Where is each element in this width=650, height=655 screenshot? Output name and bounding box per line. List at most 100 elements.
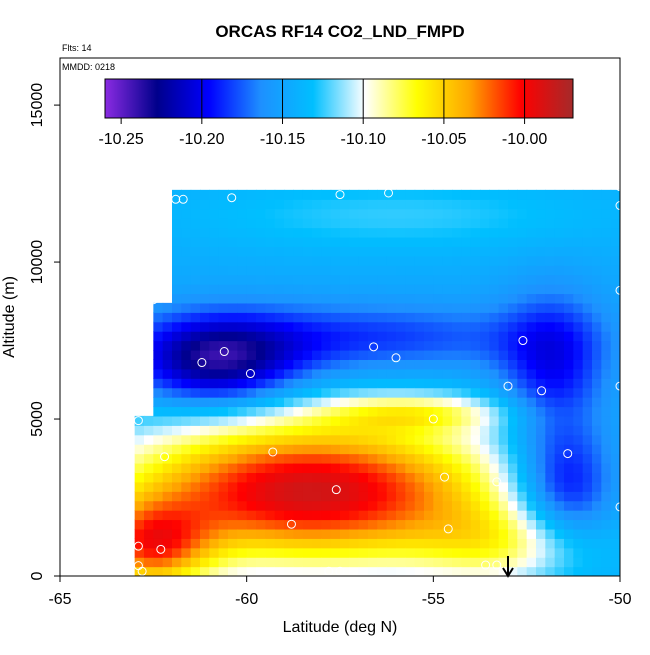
heatmap-cell bbox=[470, 462, 481, 473]
heatmap-cell bbox=[302, 284, 313, 295]
heatmap-cell bbox=[312, 189, 322, 200]
heatmap-cell bbox=[610, 236, 620, 247]
heatmap-cell bbox=[461, 557, 472, 568]
heatmap-cell bbox=[200, 500, 210, 511]
heatmap-cell bbox=[246, 434, 257, 445]
heatmap-cell bbox=[582, 265, 593, 276]
heatmap-cell bbox=[358, 462, 369, 473]
heatmap-cell bbox=[582, 189, 593, 200]
heatmap-cell bbox=[349, 378, 360, 389]
heatmap-cell bbox=[284, 321, 294, 332]
heatmap-cell bbox=[358, 284, 369, 295]
heatmap-cell bbox=[358, 255, 369, 266]
heatmap-cell bbox=[340, 274, 350, 285]
heatmap-cell bbox=[293, 218, 304, 229]
heatmap-cell bbox=[256, 218, 266, 229]
sample-point bbox=[615, 201, 620, 211]
heatmap-cell bbox=[200, 331, 210, 342]
heatmap-cell bbox=[358, 481, 369, 492]
heatmap-cell bbox=[424, 566, 434, 576]
heatmap-cell bbox=[153, 462, 164, 473]
heatmap-cell bbox=[480, 218, 490, 229]
heatmap-cell bbox=[330, 557, 341, 568]
heatmap-cell bbox=[284, 415, 294, 426]
heatmap-cell bbox=[256, 199, 266, 210]
heatmap-cell bbox=[162, 378, 173, 389]
heatmap-cell bbox=[293, 434, 304, 445]
heatmap-cell bbox=[153, 519, 164, 530]
heatmap-cell bbox=[396, 208, 406, 219]
heatmap-cell bbox=[377, 331, 388, 342]
heatmap-cell bbox=[405, 481, 416, 492]
heatmap-cell bbox=[442, 218, 453, 229]
heatmap-cell bbox=[386, 199, 397, 210]
heatmap-cell bbox=[386, 331, 397, 342]
heatmap-cell bbox=[228, 265, 238, 276]
heatmap-cell bbox=[293, 528, 304, 539]
heatmap-cell bbox=[564, 453, 574, 464]
heatmap-cell bbox=[601, 481, 612, 492]
heatmap-cell bbox=[386, 246, 397, 257]
heatmap-cell bbox=[237, 368, 248, 379]
sample-point bbox=[148, 295, 158, 305]
heatmap-cell bbox=[601, 218, 612, 229]
heatmap-cell bbox=[284, 481, 294, 492]
heatmap-cell bbox=[172, 510, 182, 521]
heatmap-cell bbox=[554, 312, 565, 323]
heatmap-cell bbox=[302, 528, 313, 539]
heatmap-cell bbox=[265, 406, 276, 417]
heatmap-cell bbox=[526, 199, 537, 210]
heatmap-cell bbox=[377, 293, 388, 304]
heatmap-cell bbox=[582, 199, 593, 210]
heatmap-cell bbox=[433, 538, 444, 549]
heatmap-cell bbox=[349, 519, 360, 530]
heatmap-cell bbox=[330, 265, 341, 276]
heatmap-cell bbox=[461, 199, 472, 210]
heatmap-cell bbox=[172, 265, 182, 276]
heatmap-cell bbox=[321, 406, 332, 417]
heatmap-cell bbox=[433, 199, 444, 210]
heatmap-cell bbox=[433, 284, 444, 295]
heatmap-cell bbox=[181, 397, 192, 408]
heatmap-cell bbox=[349, 510, 360, 521]
heatmap-cell bbox=[190, 189, 201, 200]
heatmap-cell bbox=[461, 397, 472, 408]
heatmap-cell bbox=[536, 349, 546, 360]
heatmap-cell bbox=[134, 510, 145, 521]
heatmap-cell bbox=[610, 265, 620, 276]
heatmap-cell bbox=[312, 491, 322, 502]
heatmap-cell bbox=[414, 387, 425, 398]
heatmap-cell bbox=[601, 406, 612, 417]
heatmap-cell bbox=[358, 472, 369, 483]
heatmap-cell bbox=[218, 189, 229, 200]
heatmap-cell bbox=[190, 302, 201, 313]
heatmap-cell bbox=[368, 415, 378, 426]
heatmap-cell bbox=[228, 246, 238, 257]
heatmap-cell bbox=[340, 312, 350, 323]
heatmap-cell bbox=[321, 528, 332, 539]
heatmap-cell bbox=[377, 359, 388, 370]
heatmap-cell bbox=[302, 557, 313, 568]
heatmap-cell bbox=[293, 284, 304, 295]
heatmap-cell bbox=[340, 189, 350, 200]
heatmap-cell bbox=[536, 434, 546, 445]
heatmap-cell bbox=[200, 481, 210, 492]
heatmap-cell bbox=[256, 397, 266, 408]
heatmap-cell bbox=[302, 359, 313, 370]
heatmap-cell bbox=[172, 312, 182, 323]
heatmap-cell bbox=[545, 481, 556, 492]
heatmap-cell bbox=[508, 293, 518, 304]
heatmap-cell bbox=[228, 519, 238, 530]
heatmap-cell bbox=[284, 538, 294, 549]
heatmap-cell bbox=[358, 321, 369, 332]
heatmap-cell bbox=[228, 425, 238, 436]
heatmap-cell bbox=[405, 387, 416, 398]
heatmap-cell bbox=[470, 406, 481, 417]
heatmap-cell bbox=[573, 218, 584, 229]
heatmap-cell bbox=[218, 462, 229, 473]
heatmap-cell bbox=[592, 302, 602, 313]
heatmap-cell bbox=[517, 274, 528, 285]
heatmap-cell bbox=[442, 368, 453, 379]
heatmap-cell bbox=[396, 566, 406, 576]
